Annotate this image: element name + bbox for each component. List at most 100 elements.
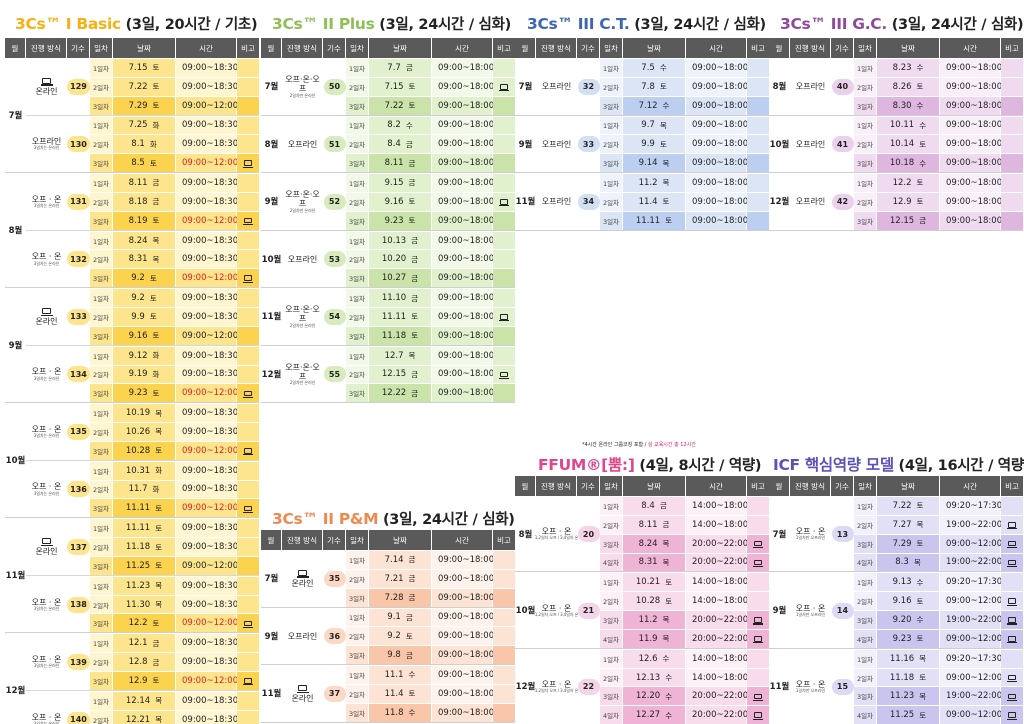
day-label: 1일차 (346, 289, 368, 307)
time-cell: 09:00~18:30 (176, 634, 238, 653)
mode-cell: 오프 · 온 1,2일차 오프 / 3,4일차 온 (535, 497, 579, 571)
note-cell (237, 480, 259, 499)
time-cell: 09:00~18:00 (940, 174, 1002, 192)
month-label: 8월 (8, 226, 23, 237)
mode-cell: 오프 · 온 3일차는 온라인 (26, 634, 67, 690)
subtitle-ct: (3일, 24시간 / 심화) (634, 17, 766, 33)
session-row: 1일차 7.15 토 09:00~18:30 (90, 59, 259, 77)
mode-note: 1일차만 오프라인 (795, 535, 826, 541)
note-cell (237, 710, 259, 724)
note-cell (493, 269, 515, 288)
date-value: 12.8 (128, 657, 148, 668)
time-cell: 19:00~22:00 (940, 515, 1002, 534)
time-cell: 09:00~18:00 (432, 703, 494, 722)
day-label: 2일차 (346, 192, 368, 211)
date-cell: 11.2 목 (623, 611, 685, 629)
time-cell: 14:00~18:00 (686, 668, 748, 687)
brand-gc: 3Cs™ III G.C. (780, 15, 887, 33)
month-label: 11월 (515, 197, 536, 208)
date-cell: 12.2 토 (113, 614, 175, 633)
day-label: 1일차 (90, 231, 112, 250)
day-label: 2일차 (346, 365, 368, 384)
date-value: 11.4 (384, 688, 404, 699)
session-row: 1일차 11.16 목 09:20~17:30 (854, 649, 1023, 668)
laptop-icon (243, 160, 253, 168)
note-cell (747, 174, 769, 192)
date-value: 10.31 (125, 465, 151, 476)
date-value: 11.25 (125, 560, 151, 571)
cohort-badge: 36 (323, 628, 346, 645)
date-value: 10.11 (889, 120, 915, 131)
mode-note: 3일차는 온라인 (33, 605, 60, 611)
date-value: 8.11 (384, 158, 404, 169)
header-time: 시간 (176, 38, 236, 58)
session-row: 1일차 10.21 토 14:00~18:00 (600, 573, 769, 592)
header-day: 일차 (600, 476, 622, 496)
month-groups: 오프 · 온 1,2일차 오프 / 3,4일차 온 22 1일차 12.6 수 14:00~… (535, 649, 769, 724)
time-cell: 20:00~22:00 (686, 687, 748, 706)
panel-title-gc: 3Cs™ III G.C. (3일, 24시간 / 심화) (780, 13, 1024, 34)
session-row: 2일차 11.18 토 09:00~18:30 (90, 538, 259, 556)
month-groups: 오프라인 41 1일차 10.11 수 09:00~18:00 2일차 10.14 토 09:00… (790, 116, 1023, 173)
month-groups: 오프·온·오프 2일차만 온라인 52 1일차 9.15 금 09:00~18:00 2일차 9… (282, 173, 515, 230)
header-note: 비고 (747, 476, 769, 496)
laptop-icon (1007, 617, 1017, 624)
laptop-icon (243, 448, 253, 455)
date-value: 11.25 (889, 710, 915, 721)
day-label: 1일차 (600, 497, 622, 515)
date-cell: 12.21 목 (113, 710, 175, 724)
session-rows: 1일차 12.14 목 09:00~18:30 2일차 12.21 목 09:00~18:30… (90, 691, 259, 724)
date-value: 12.2 (128, 618, 148, 629)
day-of-week: 금 (411, 273, 419, 283)
date-cell: 7.27 목 (877, 515, 939, 534)
month-groups: 오프·온·오프 2일차만 온라인 50 1일차 7.7 금 09:00~18:00 2일차 7.… (282, 58, 515, 115)
note-cell (237, 346, 259, 365)
panel-title-pm: 3Cs™ II P&M (3일, 24시간 / 심화) (272, 508, 515, 529)
session-row: 1일차 9.1 금 09:00~18:00 (346, 608, 515, 627)
day-label: 1일차 (346, 666, 368, 684)
day-of-week: 금 (405, 650, 413, 660)
note-cell (237, 116, 259, 135)
time-cell: 09:00~18:30 (176, 404, 238, 423)
cohort-cell: 14 (831, 573, 854, 647)
cohort-badge: 13 (831, 526, 854, 543)
date-value: 11.4 (638, 196, 658, 207)
day-of-week: 금 (152, 178, 160, 188)
note-cell (493, 289, 515, 307)
day-of-week: 목 (919, 691, 927, 701)
month-label: 11월 (769, 682, 790, 693)
date-value: 7.22 (892, 500, 912, 511)
mode-cell: 온라인 (26, 59, 67, 115)
note-cell (237, 672, 259, 690)
cohort-group: 오프·온·오프 2일차만 온라인 54 1일차 11.10 금 09:00~18:00 2일차… (282, 288, 515, 345)
cohort-group: 오프 · 온 1,2일차 오프 / 3,4일차 온 20 1일차 8.4 금 14:00~1… (535, 496, 769, 572)
note-cell (493, 154, 515, 173)
day-of-week: 금 (662, 520, 670, 530)
note-cell (1001, 706, 1023, 724)
day-label: 1일차 (90, 576, 112, 595)
laptop-icon (1007, 693, 1017, 701)
date-cell: 10.19 목 (113, 404, 175, 423)
schedule-table-basic: 월 진행 방식 기수 일차 날짜 시간 비고 7월 온라인 129 1일차 7.15 토 09:00~18… (5, 38, 259, 724)
note-cell (1001, 515, 1023, 534)
date-value: 7.27 (892, 519, 912, 530)
panel-title-ffum: FFUM®[뿜:] (4일, 8시간 / 역량) (538, 453, 762, 475)
day-of-week: 화 (155, 466, 163, 476)
time-cell: 09:20~17:30 (940, 649, 1002, 668)
note-cell (1001, 211, 1023, 230)
session-row: 3일차 8.5 토 09:00~12:00 (90, 154, 259, 173)
day-of-week: 토 (152, 388, 160, 398)
laptop-icon (243, 390, 253, 398)
day-of-week: 수 (916, 101, 924, 111)
session-row: 2일차 8.31 목 09:00~18:30 (90, 250, 259, 269)
header-mode: 진행 방식 (26, 38, 66, 58)
day-of-week: 목 (913, 557, 921, 567)
cohort-cell: 135 (67, 404, 90, 460)
day-of-week: 목 (916, 520, 924, 530)
day-label: 3일차 (854, 154, 876, 173)
cohort-group: 오프 · 온 3일차는 온라인 140 1일차 12.14 목 09:00~18:30 2일차… (26, 691, 259, 724)
time-cell: 09:00~12:00 (176, 499, 238, 518)
time-cell: 14:00~18:00 (686, 497, 748, 515)
day-label: 1일차 (346, 551, 368, 569)
panel-title-basic: 3Cs™ I Basic (3일, 20시간 / 기초) (15, 13, 258, 34)
